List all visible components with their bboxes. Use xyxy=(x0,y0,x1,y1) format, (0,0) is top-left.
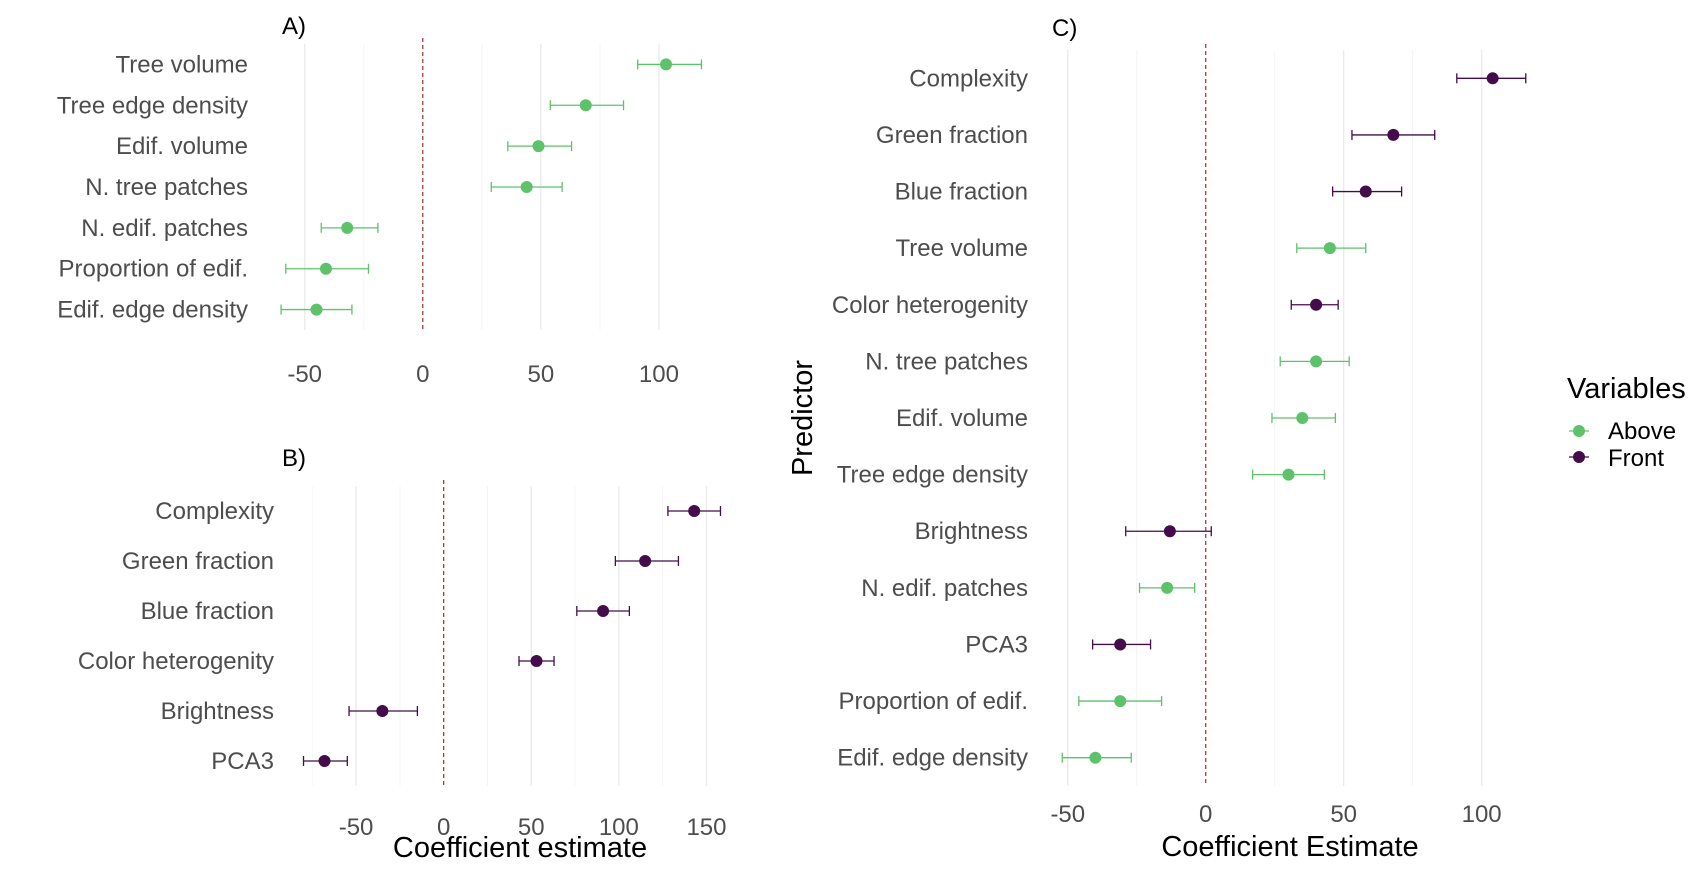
estimate-point-brightness xyxy=(376,705,389,717)
category-label-edif-edge-density: Edif. edge density xyxy=(57,297,248,324)
category-label-green-fraction: Green fraction xyxy=(122,548,274,575)
x-tick-label: 50 xyxy=(528,361,555,388)
x-tick-label: 100 xyxy=(1462,801,1502,828)
estimate-point-edif-edge-density xyxy=(1089,751,1102,764)
estimate-point-tree-edge-density xyxy=(579,99,592,112)
category-label-tree-volume: Tree volume xyxy=(116,51,249,78)
estimate-point-tree-volume xyxy=(1323,242,1336,255)
legend-title: Variables xyxy=(1567,373,1686,405)
panel-b: B) -50 0 50 100 150 Complexity Green fraction Bl… xyxy=(78,445,727,864)
estimate-point-blue-fraction xyxy=(597,605,610,617)
category-label-pca3: PCA3 xyxy=(965,631,1028,658)
panel-c: C) -50 0 50 100 Complexity Green fraction Blue … xyxy=(787,15,1527,863)
x-tick-label: 150 xyxy=(686,814,726,841)
category-label-n-edif-patches: N. edif. patches xyxy=(81,215,248,242)
estimate-point-pca3 xyxy=(318,755,331,767)
category-label-pca3: PCA3 xyxy=(211,748,274,775)
estimate-point-tree-volume xyxy=(660,58,673,71)
category-label-tree-edge-density: Tree edge density xyxy=(837,462,1028,489)
legend-key-front xyxy=(1573,451,1585,463)
x-tick-label: 0 xyxy=(437,814,450,841)
estimate-point-edif-edge-density xyxy=(310,303,323,316)
category-label-proportion-of-edif: Proportion of edif. xyxy=(839,688,1028,715)
category-label-complexity: Complexity xyxy=(155,498,274,525)
category-label-green-fraction: Green fraction xyxy=(876,122,1028,149)
category-label-tree-volume: Tree volume xyxy=(896,235,1029,262)
category-label-edif-volume: Edif. volume xyxy=(116,133,248,160)
estimate-point-edif-volume xyxy=(532,140,545,153)
legend-label-front: Front xyxy=(1608,445,1664,472)
panel-c-tag: C) xyxy=(1052,15,1077,42)
x-tick-label: 100 xyxy=(639,361,679,388)
x-tick-label: 0 xyxy=(416,361,429,388)
category-label-blue-fraction: Blue fraction xyxy=(895,179,1028,206)
panel-a-tag: A) xyxy=(282,13,306,40)
estimate-point-green-fraction xyxy=(1387,128,1400,141)
category-label-blue-fraction: Blue fraction xyxy=(141,598,274,625)
legend-entry-front: Front xyxy=(1569,445,1664,472)
estimate-point-blue-fraction xyxy=(1359,185,1372,198)
y-axis-title: Predictor xyxy=(787,360,819,476)
legend: Variables Above Front xyxy=(1567,373,1686,472)
category-label-color-heterogenity: Color heterogenity xyxy=(78,648,274,675)
estimate-point-n-tree-patches xyxy=(520,181,533,193)
estimate-point-proportion-of-edif xyxy=(1114,695,1127,708)
category-label-proportion-of-edif: Proportion of edif. xyxy=(59,256,248,283)
legend-entry-above: Above xyxy=(1569,418,1676,445)
estimate-point-pca3 xyxy=(1114,638,1127,651)
legend-label-above: Above xyxy=(1608,418,1676,445)
category-label-color-heterogenity: Color heterogenity xyxy=(832,292,1028,319)
estimate-point-tree-edge-density xyxy=(1282,468,1295,481)
estimate-point-n-edif-patches xyxy=(1161,581,1174,594)
x-tick-label: -50 xyxy=(287,361,322,388)
x-tick-label: 100 xyxy=(599,814,639,841)
x-axis-title: Coefficient Estimate xyxy=(1161,831,1418,863)
category-label-brightness: Brightness xyxy=(915,518,1028,545)
panel-a: A) -50 0 50 100 Tree volume Tree edge density E… xyxy=(57,13,703,388)
category-label-brightness: Brightness xyxy=(161,698,274,725)
estimate-point-complexity xyxy=(1486,72,1499,85)
category-label-edif-edge-density: Edif. edge density xyxy=(837,745,1028,772)
x-axis-title: Coefficient estimate xyxy=(393,832,647,864)
estimate-point-complexity xyxy=(688,505,701,517)
category-label-tree-edge-density: Tree edge density xyxy=(57,92,248,119)
estimate-point-brightness xyxy=(1163,525,1176,538)
estimate-point-proportion-of-edif xyxy=(319,262,332,275)
category-label-n-tree-patches: N. tree patches xyxy=(85,174,248,201)
legend-key-above xyxy=(1573,425,1585,437)
category-label-complexity: Complexity xyxy=(909,65,1028,92)
x-tick-label: -50 xyxy=(339,814,374,841)
estimate-point-n-edif-patches xyxy=(341,221,354,234)
estimate-point-edif-volume xyxy=(1296,412,1309,424)
category-label-edif-volume: Edif. volume xyxy=(896,405,1028,432)
x-tick-label: -50 xyxy=(1050,801,1085,828)
estimate-point-n-tree-patches xyxy=(1310,355,1323,368)
x-tick-label: 50 xyxy=(518,814,545,841)
estimate-point-green-fraction xyxy=(639,555,652,567)
category-label-n-edif-patches: N. edif. patches xyxy=(861,575,1028,602)
category-label-n-tree-patches: N. tree patches xyxy=(865,348,1028,375)
estimate-point-color-heterogenity xyxy=(530,655,543,667)
estimate-point-color-heterogenity xyxy=(1310,298,1323,311)
panel-b-tag: B) xyxy=(282,445,306,472)
x-tick-label: 0 xyxy=(1199,801,1212,828)
x-tick-label: 50 xyxy=(1330,801,1357,828)
